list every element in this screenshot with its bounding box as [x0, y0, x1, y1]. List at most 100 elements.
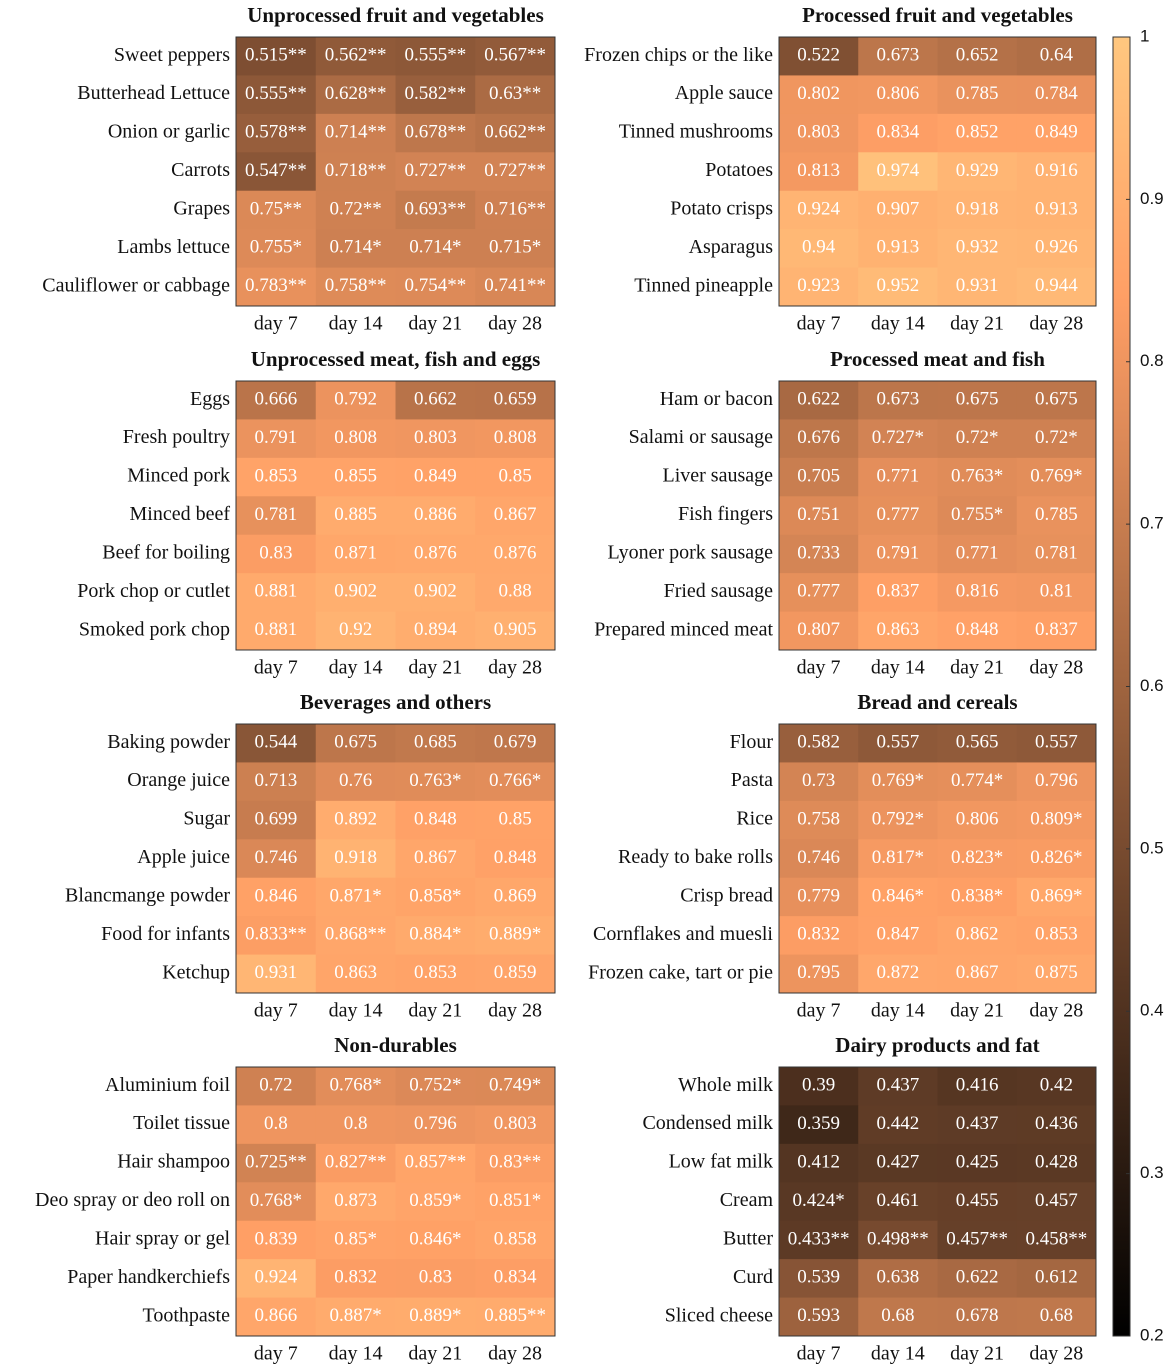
cell-label: 0.913	[1035, 198, 1078, 219]
cell-label: 0.832	[797, 924, 840, 945]
heatmap-cell	[475, 1259, 556, 1299]
heatmap-cell	[1016, 762, 1097, 802]
heatmap-cell	[315, 75, 396, 115]
cell-label: 0.867	[414, 847, 457, 868]
heatmap-cell	[315, 954, 396, 994]
cell-label: 0.813	[797, 160, 840, 181]
y-tick-label: Carrots	[171, 159, 230, 181]
cell-label: 0.693**	[405, 198, 467, 219]
cell-label: 0.752*	[409, 1075, 461, 1096]
cell-label: 0.457**	[946, 1228, 1008, 1249]
heatmap-cell	[937, 916, 1018, 956]
cell-label: 0.902	[414, 581, 457, 602]
heatmap-cell	[1016, 916, 1097, 956]
cell-label: 0.859	[494, 962, 537, 983]
cell-label: 0.823*	[951, 847, 1003, 868]
cell-label: 0.522	[797, 45, 840, 66]
panel-title: Processed fruit and vegetables	[802, 3, 1073, 27]
cell-label: 0.42	[1040, 1075, 1073, 1096]
heatmap-cell	[315, 724, 396, 763]
cell-label: 0.869	[494, 885, 537, 906]
cell-label: 0.433**	[788, 1228, 850, 1249]
cell-label: 0.774*	[951, 770, 1003, 791]
heatmap-cell	[858, 1182, 938, 1222]
cell-label: 0.885**	[484, 1305, 546, 1326]
heatmap-cell	[858, 1067, 938, 1106]
y-tick-label: Butterhead Lettuce	[77, 82, 230, 104]
cell-label: 0.727**	[484, 160, 546, 181]
cell-label: 0.751	[797, 504, 840, 525]
heatmap-cell	[475, 1297, 556, 1337]
heatmap-cell	[779, 916, 859, 956]
cell-label: 0.498**	[867, 1228, 929, 1249]
cell-label: 0.622	[956, 1267, 999, 1288]
cell-label: 0.795	[797, 962, 840, 983]
heatmap-panel: Unprocessed meat, fish and eggs 0.666 0.79…	[77, 347, 556, 679]
cell-label: 0.885	[334, 504, 377, 525]
cell-label: 0.725**	[245, 1151, 307, 1172]
cell-label: 0.974	[877, 160, 920, 181]
heatmap-cell	[395, 1220, 476, 1260]
heatmap-cell	[937, 267, 1018, 307]
cell-label: 0.837	[877, 581, 920, 602]
heatmap-cell	[1016, 724, 1097, 763]
cell-label: 0.916	[1035, 160, 1078, 181]
heatmap-cell	[475, 916, 556, 956]
cell-label: 0.458**	[1026, 1228, 1088, 1249]
cell-label: 0.859*	[409, 1190, 461, 1211]
cell-label: 0.83	[259, 542, 292, 563]
cell-label: 0.848	[956, 619, 999, 640]
heatmap-cell	[236, 762, 317, 802]
y-tick-label: Liver sausage	[662, 465, 773, 487]
heatmap-cell	[475, 457, 556, 497]
cell-label: 0.436	[1035, 1113, 1078, 1134]
cell-label: 0.834	[494, 1267, 537, 1288]
heatmap-cell	[475, 839, 556, 879]
colorbar-tick-label: 1	[1140, 26, 1149, 45]
cell-label: 0.855	[334, 465, 377, 486]
x-tick-label: day 14	[871, 313, 925, 335]
y-tick-label: Fish fingers	[678, 503, 773, 525]
x-tick-label: day 14	[871, 657, 925, 679]
cell-label: 0.872	[877, 962, 920, 983]
x-tick-label: day 21	[408, 1343, 462, 1365]
y-tick-label: Butter	[723, 1228, 773, 1250]
cell-label: 0.806	[956, 808, 999, 829]
axes-frame	[235, 36, 556, 307]
y-tick-label: Fresh poultry	[123, 426, 230, 448]
cell-label: 0.809*	[1030, 808, 1082, 829]
cell-label: 0.758**	[325, 275, 387, 296]
y-tick-label: Onion or garlic	[108, 121, 230, 143]
y-tick-label: Eggs	[190, 388, 230, 410]
cell-label: 0.918	[334, 847, 377, 868]
cell-label: 0.705	[797, 465, 840, 486]
x-tick-label: day 28	[488, 1343, 542, 1365]
heatmap-cell	[858, 419, 938, 459]
cell-label: 0.868**	[325, 924, 387, 945]
cell-label: 0.918	[956, 198, 999, 219]
cell-label: 0.779	[797, 885, 840, 906]
cell-label: 0.884*	[409, 924, 461, 945]
cell-label: 0.931	[956, 275, 999, 296]
heatmap-cell	[858, 1220, 938, 1260]
heatmap-cell	[395, 724, 476, 763]
cell-label: 0.713	[255, 770, 298, 791]
heatmap-cell	[395, 1182, 476, 1222]
heatmap-cell	[395, 1143, 476, 1183]
heatmap-panel: Processed meat and fish 0.622 0.673 0.675 0.…	[594, 347, 1097, 679]
cell-label: 0.85	[499, 808, 532, 829]
heatmap-cell	[779, 877, 859, 917]
heatmap-cell	[315, 37, 396, 76]
cell-label: 0.437	[877, 1075, 920, 1096]
cell-label: 0.771	[877, 465, 920, 486]
x-tick-label: day 14	[329, 1343, 383, 1365]
cell-label: 0.892	[334, 808, 377, 829]
y-tick-label: Beef for boiling	[102, 542, 230, 564]
cell-label: 0.763*	[951, 465, 1003, 486]
cell-label: 0.544	[255, 732, 298, 753]
heatmap-cell	[937, 229, 1018, 269]
x-tick-label: day 7	[254, 657, 298, 679]
y-tick-label: Lambs lettuce	[117, 236, 230, 258]
